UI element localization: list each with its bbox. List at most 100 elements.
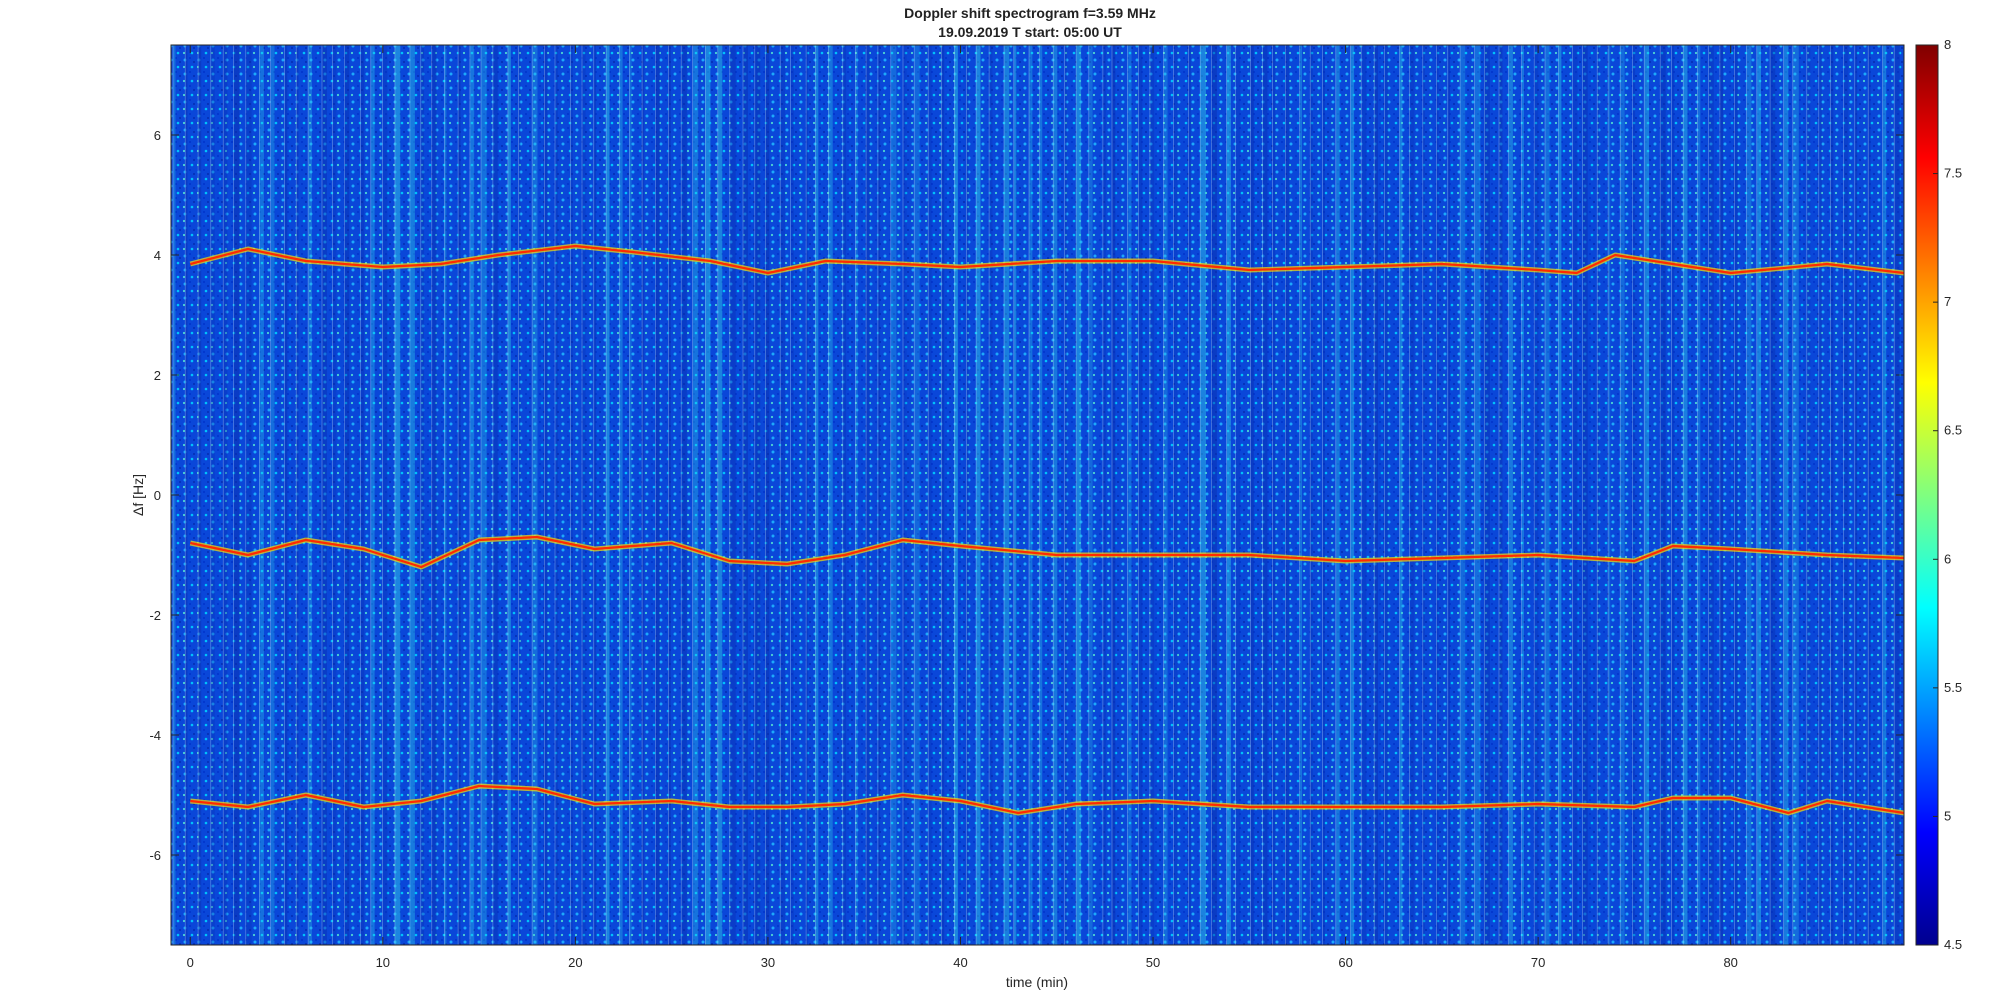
stripe [954, 45, 958, 945]
stripe [941, 45, 945, 945]
stripe [223, 45, 228, 945]
stripe [1558, 45, 1562, 945]
stripe [1708, 45, 1714, 945]
stripe [1226, 45, 1231, 945]
x-tick-label: 70 [1531, 955, 1545, 970]
stripe [1830, 45, 1834, 945]
stripe [1545, 45, 1550, 945]
stripe [1076, 45, 1082, 945]
stripe [593, 45, 596, 945]
stripe [790, 45, 794, 945]
stripe [1843, 45, 1849, 945]
stripe [705, 45, 711, 945]
stripe [1361, 45, 1367, 945]
stripe [1350, 45, 1354, 945]
colorbar-tick-label: 4.5 [1944, 937, 1962, 952]
x-tick-label: 80 [1723, 955, 1737, 970]
y-tick-label: 4 [154, 248, 161, 263]
stripe [284, 45, 288, 945]
stripe [1854, 45, 1858, 945]
x-tick-label: 30 [761, 955, 775, 970]
stripe [668, 45, 671, 945]
stripe [469, 45, 475, 945]
stripe [717, 45, 723, 945]
stripe [1173, 45, 1178, 945]
stripe [606, 45, 610, 945]
y-tick-label: -4 [149, 728, 161, 743]
stripe [1235, 45, 1241, 945]
stripe [1582, 45, 1588, 945]
stripe [1484, 45, 1490, 945]
stripe [692, 45, 699, 945]
stripe [1310, 45, 1313, 945]
stripe [765, 45, 770, 945]
stripe [1112, 45, 1116, 945]
stripe [1660, 45, 1666, 945]
colorbar-tick-label: 6.5 [1944, 423, 1962, 438]
stripe [1644, 45, 1649, 945]
stripe [914, 45, 920, 945]
trace-line-2 [190, 535, 1904, 569]
stripe [1697, 45, 1701, 945]
stripe [270, 45, 275, 945]
chart-title: Doppler shift spectrogram f=3.59 MHz [904, 5, 1156, 21]
stripe [877, 45, 881, 945]
x-tick-label: 20 [568, 955, 582, 970]
stripe [1683, 45, 1688, 945]
stripe [1163, 45, 1168, 945]
y-tick-label: 2 [154, 368, 161, 383]
stripe [966, 45, 969, 945]
stripe [1088, 45, 1093, 945]
stripe [1013, 45, 1017, 945]
stripe [1422, 45, 1425, 945]
stripe [642, 45, 645, 945]
stripe [1608, 45, 1611, 945]
x-axis-label: time (min) [1006, 974, 1068, 990]
stripe [1039, 45, 1043, 945]
stripe [1671, 45, 1675, 945]
stripe [1029, 45, 1033, 945]
stripe [308, 45, 312, 945]
stripe [198, 45, 202, 945]
stripe [382, 45, 388, 945]
stripe [1335, 45, 1340, 945]
stripe [394, 45, 401, 945]
stripe [1719, 45, 1724, 945]
stripe [1285, 45, 1290, 945]
stripe [1868, 45, 1871, 945]
colorbar-tick-label: 7.5 [1944, 166, 1962, 181]
stripe [1756, 45, 1761, 945]
stripe [431, 45, 437, 945]
colorbar-scale [1915, 44, 1939, 946]
stripe [1374, 45, 1378, 945]
stripe [729, 45, 736, 945]
y-tick-label: 0 [154, 488, 161, 503]
y-axis-label: Δf [Hz] [130, 474, 146, 516]
stripe [259, 45, 264, 945]
trace-line-1 [190, 244, 1904, 275]
stripe [245, 45, 252, 945]
stripe [1299, 45, 1302, 945]
stripe [1783, 45, 1789, 945]
stripe [1188, 45, 1191, 945]
stripe [681, 45, 687, 945]
stripe [629, 45, 632, 945]
stripe [1508, 45, 1513, 945]
y-tick-label: -2 [149, 608, 161, 623]
stripe [815, 45, 819, 945]
stripe [1200, 45, 1206, 945]
stripe [1272, 45, 1276, 945]
stripe [332, 45, 337, 945]
stripe [1102, 45, 1106, 945]
stripe [1262, 45, 1268, 945]
stripe [989, 45, 993, 945]
stripe [233, 45, 240, 945]
y-tick-label: -6 [149, 848, 161, 863]
stripe [544, 45, 548, 945]
stripe [344, 45, 350, 945]
x-tick-label: 0 [187, 955, 194, 970]
stripe [1620, 45, 1625, 945]
stripe [1534, 45, 1539, 945]
stripe [842, 45, 847, 945]
